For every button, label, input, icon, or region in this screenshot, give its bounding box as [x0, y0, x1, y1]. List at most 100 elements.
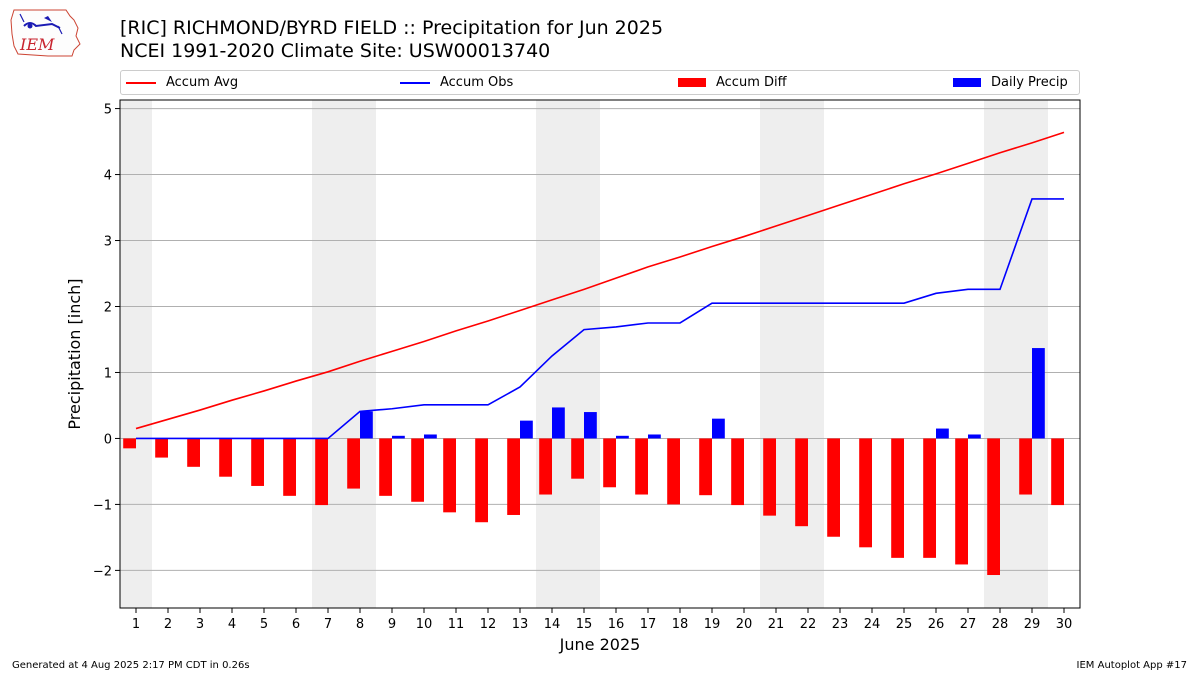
accum-diff-bar-day-22 — [795, 438, 808, 527]
xtick-label: 10 — [416, 617, 433, 632]
lines — [135, 131, 1065, 440]
xtick-label: 15 — [576, 617, 593, 632]
accum-diff-bar-day-18 — [667, 438, 680, 505]
xtick-label: 24 — [864, 617, 881, 632]
xtick-label: 9 — [388, 617, 396, 632]
generated-timestamp: Generated at 4 Aug 2025 2:17 PM CDT in 0… — [12, 660, 250, 671]
bars — [123, 348, 1064, 576]
ytick-label: −2 — [93, 564, 112, 579]
daily-precip-bar-day-26 — [936, 428, 949, 439]
accum-diff-bar-day-8 — [347, 438, 360, 489]
legend-swatch-accum-avg — [126, 81, 156, 84]
chart-title: [RIC] RICHMOND/BYRD FIELD :: Precipitati… — [120, 17, 664, 39]
daily-precip-bar-day-9 — [392, 435, 405, 439]
daily-precip-bar-day-17 — [648, 434, 661, 439]
xtick-label: 11 — [448, 617, 465, 632]
xtick-label: 18 — [672, 617, 689, 632]
accum-diff-bar-day-16 — [603, 438, 616, 488]
x-axis-label: June 2025 — [559, 635, 641, 654]
xtick-label: 6 — [292, 617, 300, 632]
accum-diff-bar-day-27 — [955, 438, 968, 565]
legend-item-accum-diff: Accum Diff — [678, 71, 787, 94]
ytick-label: 2 — [104, 300, 112, 315]
iem-logo-text: IEM — [19, 35, 55, 54]
accum-diff-bar-day-21 — [763, 438, 776, 516]
weekend-shade-day-1 — [120, 100, 152, 608]
xtick-label: 2 — [164, 617, 172, 632]
ytick-label: 1 — [104, 366, 112, 381]
legend-label-accum-diff: Accum Diff — [716, 75, 787, 90]
daily-precip-bar-day-10 — [424, 434, 437, 439]
xtick-label: 21 — [768, 617, 785, 632]
daily-precip-bar-day-13 — [520, 420, 533, 439]
legend-item-accum-obs: Accum Obs — [400, 71, 513, 94]
xtick-label: 27 — [960, 617, 977, 632]
accum-diff-bar-day-5 — [251, 438, 264, 486]
grid-lines — [120, 108, 1080, 571]
daily-precip-bar-day-8 — [360, 411, 373, 439]
daily-precip-bar-day-15 — [584, 412, 597, 439]
accum-diff-bar-day-4 — [219, 438, 232, 477]
legend-item-daily-precip: Daily Precip — [953, 71, 1068, 94]
accum-diff-bar-day-1 — [123, 438, 136, 449]
y-axis-label: Precipitation [inch] — [65, 278, 84, 429]
accum-diff-bar-day-3 — [187, 438, 200, 467]
xtick-label: 14 — [544, 617, 561, 632]
accum-diff-bar-day-24 — [859, 438, 872, 548]
xtick-label: 16 — [608, 617, 625, 632]
accum-diff-bar-day-26 — [923, 438, 936, 558]
accum-diff-bar-day-29 — [1019, 438, 1032, 495]
ytick-label: 5 — [104, 103, 112, 118]
xtick-label: 4 — [228, 617, 236, 632]
accum-diff-bar-day-12 — [475, 438, 488, 523]
accum-diff-bar-day-11 — [443, 438, 456, 513]
daily-precip-bar-day-19 — [712, 418, 725, 439]
daily-precip-bar-day-16 — [616, 435, 629, 439]
xtick-label: 23 — [832, 617, 849, 632]
xtick-label: 29 — [1024, 617, 1041, 632]
legend-swatch-accum-diff — [678, 78, 706, 87]
accum-diff-bar-day-19 — [699, 438, 712, 496]
xtick-label: 22 — [800, 617, 817, 632]
weekend-shade-day-15 — [568, 100, 600, 608]
legend-item-accum-avg: Accum Avg — [126, 71, 238, 94]
accum-diff-bar-day-17 — [635, 438, 648, 495]
iem-logo-graphic: IEM — [10, 9, 81, 57]
weekend-shade-day-14 — [536, 100, 568, 608]
accum-diff-bar-day-20 — [731, 438, 744, 506]
legend-label-accum-obs: Accum Obs — [440, 75, 514, 90]
xtick-label: 13 — [512, 617, 529, 632]
accum-diff-bar-day-23 — [827, 438, 840, 537]
xtick-label: 28 — [992, 617, 1009, 632]
accum-diff-bar-day-28 — [987, 438, 1000, 576]
accum-diff-bar-day-25 — [891, 438, 904, 558]
accum-obs-line — [136, 198, 1064, 440]
ytick-label: −1 — [93, 498, 112, 513]
iem-logo: IEM — [8, 6, 82, 60]
accum-diff-bar-day-9 — [379, 438, 392, 496]
accum-diff-bar-day-14 — [539, 438, 552, 495]
daily-precip-bar-day-27 — [968, 434, 981, 439]
xtick-label: 7 — [324, 617, 332, 632]
weekend-shade-day-22 — [792, 100, 824, 608]
xtick-label: 19 — [704, 617, 721, 632]
xtick-label: 20 — [736, 617, 753, 632]
xtick-label: 26 — [928, 617, 945, 632]
weekend-shade-day-21 — [760, 100, 792, 608]
ytick-label: 4 — [104, 169, 112, 184]
xtick-label: 3 — [196, 617, 204, 632]
legend-label-accum-avg: Accum Avg — [166, 75, 239, 90]
weekend-shade-day-7 — [312, 100, 344, 608]
accum-diff-bar-day-6 — [283, 438, 296, 496]
accum-diff-bar-day-30 — [1051, 438, 1064, 506]
xtick-label: 8 — [356, 617, 364, 632]
xtick-label: 25 — [896, 617, 913, 632]
plot-frame — [119, 99, 1081, 609]
legend-swatch-daily-precip — [953, 78, 981, 87]
accum-diff-bar-day-15 — [571, 438, 584, 479]
accum-diff-bar-day-13 — [507, 438, 520, 515]
daily-precip-bar-day-29 — [1032, 348, 1045, 439]
xtick-label: 1 — [132, 617, 140, 632]
